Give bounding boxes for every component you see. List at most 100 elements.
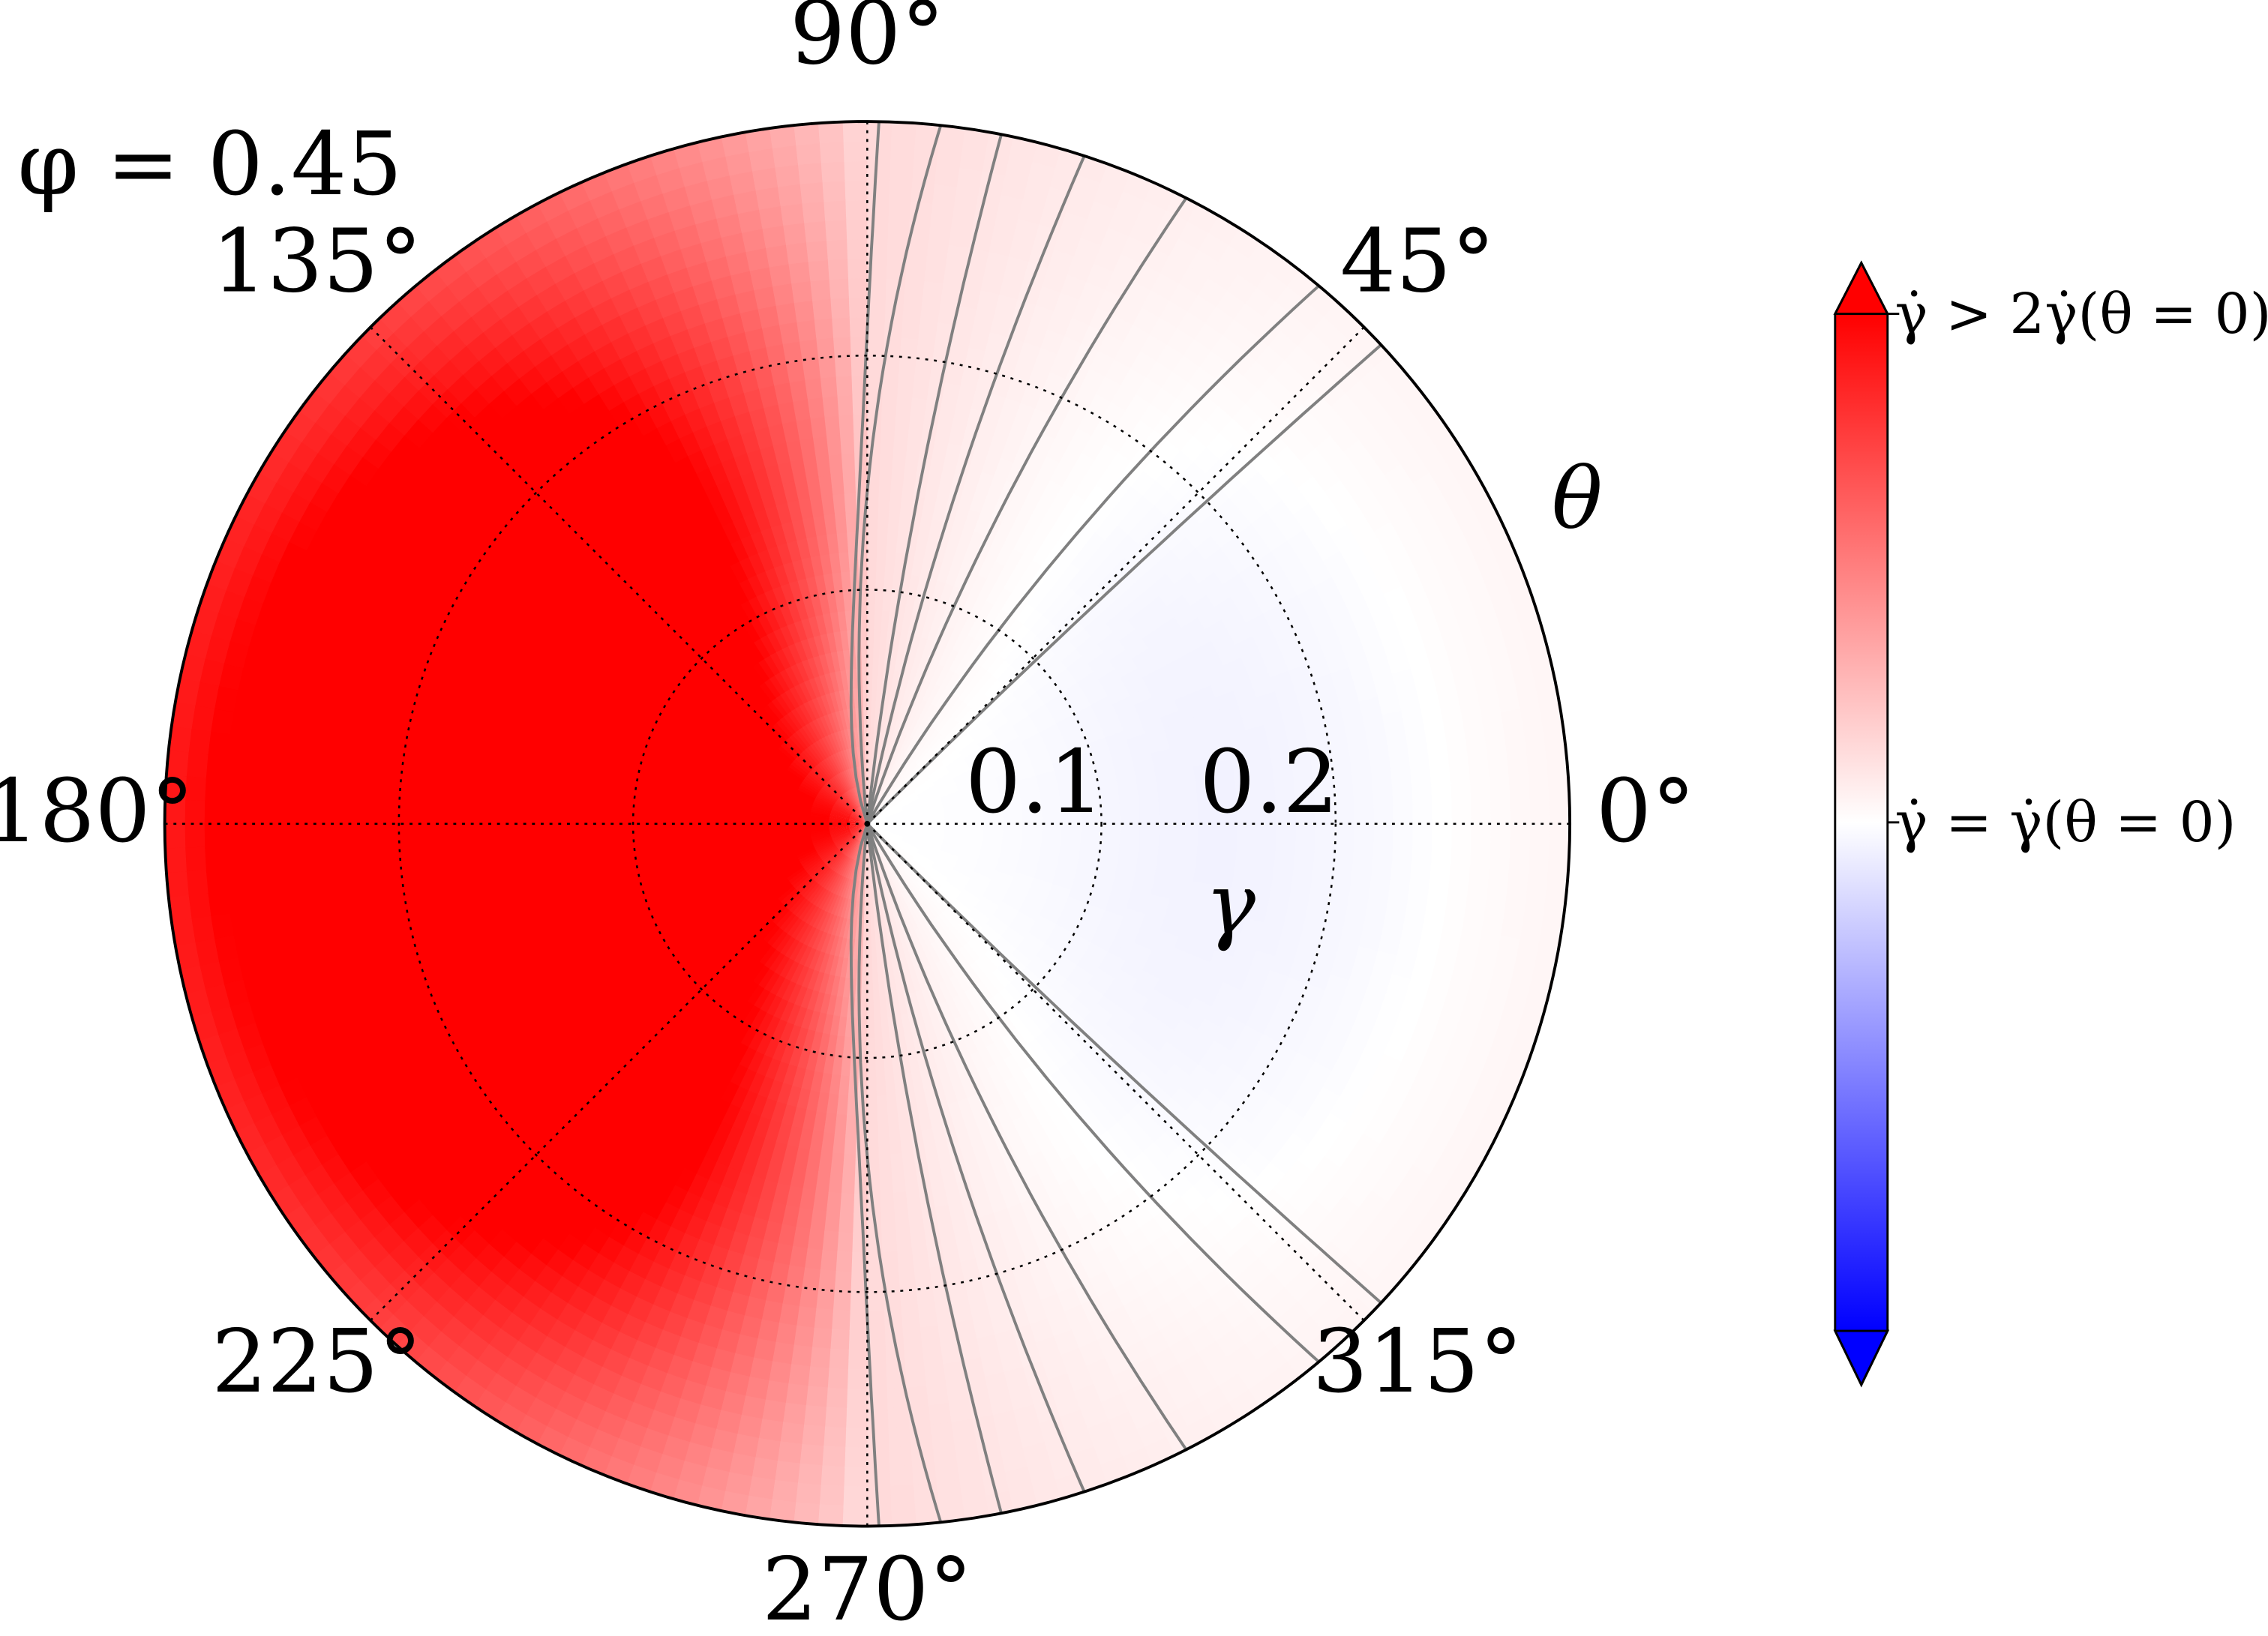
heatmap-cell — [986, 628, 1006, 651]
heatmap-cell — [992, 687, 1013, 707]
heatmap-cell — [1062, 727, 1085, 744]
heatmap-cell — [1018, 489, 1042, 515]
heatmap-cell — [911, 772, 930, 789]
heatmap-cell — [1010, 574, 1032, 598]
heatmap-cell — [951, 629, 969, 652]
heatmap-cell — [993, 564, 1014, 589]
heatmap-cell — [1040, 501, 1064, 527]
heatmap-cell — [1081, 814, 1102, 824]
heatmap-cell — [1068, 695, 1092, 715]
heatmap-cell — [1426, 738, 1450, 765]
heatmap-cell — [1048, 697, 1071, 718]
heatmap-cell — [1407, 741, 1431, 767]
heatmap-cell — [1538, 697, 1564, 730]
heatmap-cell — [988, 211, 1019, 238]
heatmap-cell — [914, 318, 938, 342]
heatmap-cell — [883, 707, 892, 730]
heatmap-cell — [1011, 713, 1034, 732]
heatmap-cell — [902, 797, 922, 809]
heatmap-cell — [1393, 801, 1414, 824]
heatmap-cell — [1070, 749, 1094, 766]
heatmap-cell — [1009, 751, 1031, 766]
heatmap-cell — [1150, 686, 1176, 708]
heatmap-cell — [1139, 811, 1161, 824]
heatmap-cell — [916, 298, 941, 322]
heatmap-cell — [1334, 803, 1356, 824]
heatmap-cell — [939, 790, 962, 800]
heatmap-cell — [1198, 809, 1220, 824]
heatmap-cell — [1047, 742, 1070, 758]
heatmap-cell — [1031, 708, 1054, 727]
heatmap-cell — [929, 765, 950, 781]
heatmap-cell — [898, 671, 910, 694]
heatmap-cell — [973, 767, 995, 781]
heatmap-cell — [1119, 595, 1145, 621]
heatmap-cell — [938, 786, 960, 798]
heatmap-cell — [923, 804, 945, 812]
heatmap-cell — [1412, 800, 1434, 824]
heatmap-cell — [952, 165, 983, 191]
heatmap-cell — [1028, 749, 1052, 765]
heatmap-cell — [1158, 656, 1184, 679]
heatmap-cell — [957, 706, 976, 727]
heatmap-cell — [963, 806, 985, 814]
heatmap-cell — [1107, 737, 1131, 754]
heatmap-cell — [1054, 673, 1078, 694]
heatmap-cell — [920, 793, 942, 805]
heatmap-cell — [1178, 798, 1200, 814]
heatmap-cell — [1499, 703, 1526, 735]
heatmap-cell — [1368, 747, 1393, 772]
heatmap-cell — [944, 562, 962, 586]
heatmap-cell — [920, 616, 934, 640]
heatmap-cell — [948, 322, 974, 348]
heatmap-cell — [1467, 754, 1491, 782]
heatmap-cell — [903, 736, 916, 757]
heatmap-cell — [899, 473, 916, 496]
heatmap-cell — [890, 709, 900, 731]
heatmap-cell — [901, 760, 916, 779]
heatmap-cell — [941, 796, 963, 805]
heatmap-cell — [952, 565, 970, 590]
heatmap-cell — [914, 635, 928, 658]
heatmap-cell — [924, 812, 946, 818]
heatmap-cell — [924, 815, 946, 820]
heatmap-cell — [1054, 763, 1077, 778]
heatmap-cell — [1090, 591, 1114, 616]
heatmap-cell — [924, 809, 946, 817]
heatmap-cell — [932, 600, 948, 623]
heatmap-cell — [944, 809, 965, 816]
heatmap-cell — [1028, 702, 1050, 721]
heatmap-cell — [908, 674, 921, 697]
heatmap-cell — [904, 807, 926, 815]
heatmap-cell — [954, 771, 975, 785]
heatmap-cell — [941, 718, 959, 738]
heatmap-cell — [1186, 670, 1212, 693]
heatmap-cell — [1236, 793, 1258, 811]
heatmap-cell — [1192, 637, 1219, 662]
heatmap-cell — [1526, 748, 1550, 778]
heatmap-cell — [960, 790, 982, 801]
heatmap-cell — [1370, 765, 1394, 789]
heatmap-cell — [979, 785, 1001, 796]
heatmap-cell — [943, 802, 964, 811]
heatmap-cell — [1045, 658, 1068, 681]
heatmap-cell — [1293, 773, 1316, 794]
heatmap-cell — [1216, 795, 1239, 812]
heatmap-cell — [1147, 635, 1172, 659]
heatmap-cell — [914, 779, 934, 793]
heatmap-cell — [976, 775, 998, 788]
heatmap-cell — [1033, 762, 1056, 776]
heatmap-cell — [928, 182, 957, 207]
heatmap-cell — [1000, 154, 1033, 181]
heatmap-cell — [955, 775, 977, 788]
heatmap-cell — [917, 700, 932, 721]
heatmap-cell — [996, 663, 1017, 685]
heatmap-cell — [991, 658, 1012, 680]
heatmap-cell — [968, 754, 989, 769]
heatmap-cell — [1102, 675, 1126, 697]
heatmap-cell — [1010, 757, 1034, 771]
heatmap-cell — [1042, 815, 1064, 824]
heatmap-cell — [992, 719, 1014, 737]
heatmap-cell — [898, 790, 918, 804]
heatmap-cell — [981, 130, 1014, 157]
